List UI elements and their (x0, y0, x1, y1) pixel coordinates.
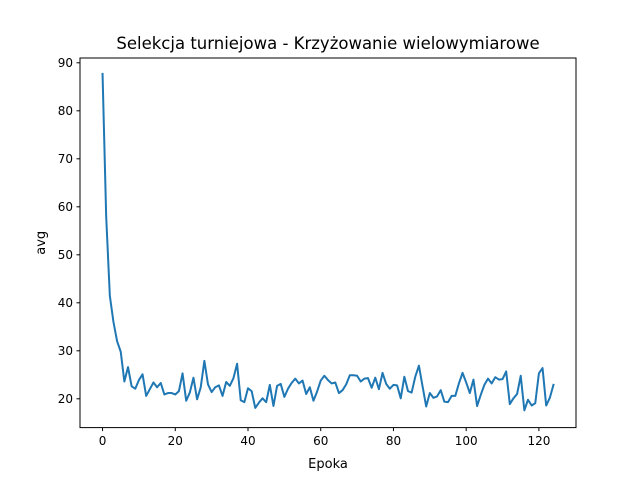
y-tick-label: 20 (58, 392, 73, 406)
x-axis-label: Epoka (308, 457, 348, 472)
y-axis-ticks: 20 30 40 50 60 70 80 90 (58, 56, 80, 406)
x-axis-ticks: 0 20 40 60 80 100 120 (99, 427, 550, 448)
y-tick-label: 70 (58, 152, 73, 166)
y-tick-label: 30 (58, 344, 73, 358)
y-tick-label: 80 (58, 104, 73, 118)
y-tick-label: 40 (58, 296, 73, 310)
series-line (101, 72, 555, 412)
y-tick-label: 50 (58, 248, 73, 262)
plot-frame (79, 57, 577, 429)
y-tick-label: 60 (58, 200, 73, 214)
x-tick-label: 120 (527, 434, 550, 448)
x-tick-label: 40 (240, 434, 255, 448)
x-tick-label: 60 (313, 434, 328, 448)
x-tick-label: 20 (168, 434, 183, 448)
x-tick-label: 80 (386, 434, 401, 448)
y-axis-label: avg (34, 231, 49, 255)
x-tick-label: 0 (99, 434, 107, 448)
x-tick-label: 100 (455, 434, 478, 448)
chart-title: Selekcja turniejowa - Krzyżowanie wielow… (116, 34, 539, 53)
y-tick-label: 90 (58, 56, 73, 70)
